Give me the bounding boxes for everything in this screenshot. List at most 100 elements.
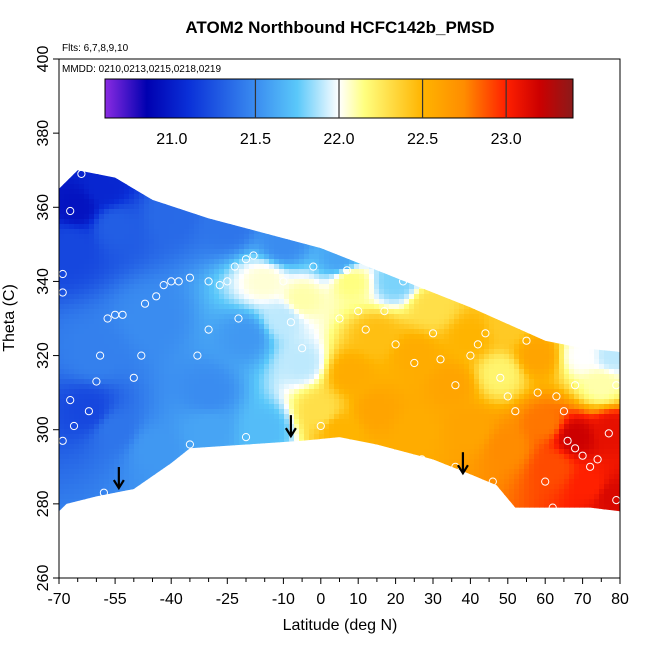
sample-point (604, 429, 613, 438)
sample-point (399, 277, 408, 286)
x-tick-label: 60 (536, 591, 554, 608)
x-tick-label: 30 (424, 591, 442, 608)
y-tick-label: 320 (35, 342, 52, 369)
sample-point (279, 277, 288, 286)
sample-point (286, 318, 295, 327)
sample-point (92, 377, 101, 386)
sample-point (586, 462, 595, 471)
sample-point (533, 388, 542, 397)
x-tick-label: 80 (611, 591, 629, 608)
colorbar-tick-label: 22.5 (407, 131, 438, 148)
sample-point (159, 281, 168, 290)
sample-point (417, 455, 426, 464)
down-arrow-icon (112, 467, 125, 491)
sample-point (96, 351, 105, 360)
colorbar-tick-label: 21.0 (156, 131, 187, 148)
y-tick-label: 300 (35, 416, 52, 443)
x-axis: -70 -55 -40 -25 -10 0 10 20 30 40 50 60 70 80 (47, 578, 629, 608)
sample-point (298, 344, 307, 353)
down-arrow-icon (284, 415, 297, 439)
sample-point (174, 277, 183, 286)
sample-point (451, 381, 460, 390)
sample-point (241, 255, 251, 264)
x-tick-label: 40 (462, 591, 480, 608)
sample-point (84, 407, 94, 416)
sample-point (354, 307, 363, 316)
sample-point (361, 325, 370, 334)
sample-point (552, 392, 561, 401)
y-tick-label: 340 (35, 268, 52, 295)
sample-point (522, 336, 531, 345)
sample-point (204, 325, 213, 334)
sample-point (66, 206, 75, 216)
sample-point (140, 299, 150, 308)
chart-title: ATOM2 Northbound HCFC142b_PMSD (185, 18, 494, 37)
sample-point (481, 329, 490, 338)
sample-point (185, 273, 194, 282)
colorbar-tick-label: 23.0 (491, 131, 522, 148)
colorbar-tick-label: 22.0 (323, 131, 354, 148)
colorbar-tick-labels: 21.0 21.5 22.0 22.5 23.0 (156, 131, 522, 148)
sample-point (503, 392, 512, 401)
sample-point (103, 314, 112, 323)
sample-point (541, 477, 550, 486)
flights-note: Flts: 6,7,8,9,10 (62, 43, 129, 54)
sample-point (230, 262, 239, 271)
x-tick-label: -10 (272, 591, 295, 608)
y-axis-label: Theta (C) (1, 284, 18, 352)
sample-point (66, 396, 75, 405)
sample-point (309, 262, 318, 271)
sample-point (578, 451, 587, 460)
x-tick-label: -55 (104, 591, 127, 608)
sample-point (571, 444, 580, 453)
sample-point (559, 407, 569, 416)
sample-point (488, 477, 497, 486)
sample-point (215, 281, 224, 290)
sample-point (391, 340, 400, 349)
sample-point (223, 277, 232, 286)
sample-point (342, 266, 352, 275)
x-axis-label: Latitude (deg N) (283, 617, 398, 634)
x-tick-label: -25 (216, 591, 239, 608)
sample-points (58, 169, 625, 516)
sample-point (473, 340, 482, 349)
sample-point (249, 251, 258, 260)
sample-point (137, 351, 146, 360)
x-tick-label: -70 (47, 591, 70, 608)
sample-point (496, 373, 505, 382)
sample-point (185, 440, 194, 449)
down-arrow-icon (456, 452, 469, 476)
y-tick-label: 400 (35, 46, 52, 73)
sample-point (571, 381, 580, 390)
sample-point (410, 358, 419, 368)
sample-point (365, 444, 374, 453)
sample-point (241, 433, 251, 442)
x-tick-label: 70 (574, 591, 592, 608)
sample-point (234, 314, 243, 323)
sample-point (428, 329, 438, 338)
y-tick-label: 260 (35, 565, 52, 592)
x-tick-label: 0 (316, 591, 325, 608)
sample-point (380, 307, 389, 316)
sample-point (77, 169, 86, 178)
sample-point (204, 277, 213, 286)
sample-point (593, 455, 602, 464)
y-tick-label: 360 (35, 194, 52, 221)
sample-point (99, 488, 109, 497)
arrow-markers (112, 415, 469, 491)
sample-point (466, 351, 475, 360)
sample-point (193, 351, 202, 360)
colorbar-dividers (254, 79, 507, 118)
x-tick-label: 20 (387, 591, 405, 608)
colorbar-tick-label: 21.5 (240, 131, 271, 148)
x-tick-label: -40 (160, 591, 183, 608)
sample-point (129, 373, 138, 382)
sample-point (152, 292, 161, 301)
sample-point (316, 421, 325, 431)
x-tick-label: 10 (349, 591, 367, 608)
sample-point (69, 507, 79, 516)
y-tick-label: 280 (35, 490, 52, 517)
sample-point (335, 314, 344, 323)
sample-point (548, 503, 557, 512)
